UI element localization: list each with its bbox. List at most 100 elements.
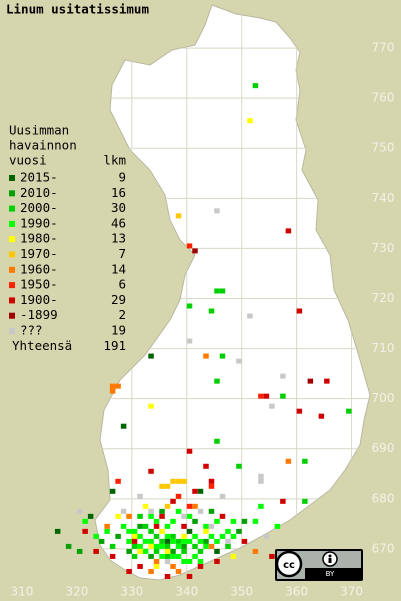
occurrence-square [269,553,275,559]
y-tick-label: 700 [372,391,395,405]
occurrence-square [318,413,325,419]
occurrence-square [186,303,193,309]
occurrence-square [197,508,204,514]
occurrence-square [236,358,242,364]
occurrence-square [285,228,292,234]
legend-label: 1960- [20,261,58,276]
occurrence-square [93,533,99,539]
legend-swatch [9,190,15,197]
legend-count: 9 [118,170,126,185]
badge-bottom [305,568,361,579]
legend-swatch [9,282,15,289]
occurrence-square [214,548,220,554]
occurrence-square [203,463,209,469]
occurrence-square [236,528,242,534]
by-icon-head [328,554,332,558]
occurrence-square [208,523,215,529]
legend-swatch [9,328,15,334]
occurrence-square [203,543,209,549]
occurrence-square [170,518,176,524]
occurrence-square [302,458,308,464]
occurrence-square [192,543,198,549]
cc-icon [275,550,303,578]
y-tick-label: 760 [372,91,395,105]
occurrence-square [219,533,226,539]
occurrence-square [170,553,176,559]
occurrence-square [104,528,110,534]
legend-swatch [9,266,15,273]
occurrence-square [307,378,314,384]
y-tick-label: 740 [372,191,395,205]
occurrence-square [170,563,176,569]
occurrence-square [153,523,160,529]
occurrence-square [186,528,193,534]
occurrence-square [197,558,204,564]
legend-label: 1900- [20,292,58,307]
legend-swatch [9,205,15,212]
occurrence-square [175,213,182,219]
legend-count: 14 [111,261,126,276]
occurrence-square [346,408,352,414]
occurrence-square [164,538,171,544]
occurrence-square [192,503,198,509]
occurrence-square [192,248,198,254]
occurrence-square [170,478,176,484]
occurrence-square [170,548,176,554]
occurrence-square [181,558,187,564]
occurrence-square [109,388,116,394]
occurrence-square [203,528,209,534]
occurrence-square [164,533,171,539]
occurrence-square [109,488,116,494]
occurrence-square [181,478,187,484]
occurrence-square [181,538,187,544]
legend-label: 1950- [20,277,58,292]
by-icon-body [328,558,332,563]
y-tick-label: 770 [372,41,395,55]
occurrence-square [164,523,171,529]
occurrence-square [148,403,154,409]
occurrence-square [153,543,160,549]
x-tick-label: 350 [230,585,253,599]
occurrence-square [164,558,171,564]
occurrence-square [302,498,308,504]
legend-swatch [9,312,15,319]
occurrence-square [109,543,116,549]
occurrence-square [148,538,154,544]
occurrence-square [148,508,154,514]
occurrence-square [186,538,193,544]
occurrence-square [214,558,220,564]
occurrence-square [197,548,204,554]
occurrence-square [159,528,165,534]
occurrence-square [164,503,171,509]
occurrence-square [192,518,198,524]
coordinate-labels: 310 320 330 340 350 360 370 670 680 690 700 710 720 7… [11,41,395,599]
occurrence-square [208,483,215,489]
occurrence-square [159,513,165,519]
legend-count: 46 [111,215,126,230]
occurrence-square [131,538,138,544]
legend-count: 13 [111,231,126,246]
occurrence-square [153,548,160,554]
occurrence-square [148,468,154,474]
legend-count: 16 [111,185,126,200]
occurrence-square [153,518,160,524]
legend-count-heading: lkm [103,153,126,168]
legend-label: 2000- [20,200,58,215]
occurrence-square [214,518,220,524]
x-tick-label: 330 [120,585,143,599]
occurrence-square [219,288,226,294]
occurrence-square [137,513,143,519]
legend-swatch [9,220,15,227]
occurrence-square [181,513,187,519]
occurrence-square [274,523,281,529]
occurrence-square [214,438,220,444]
license-badge: cc BY [275,549,363,581]
occurrence-square [175,543,182,549]
occurrence-square [280,498,286,504]
legend-label: -1899 [20,307,58,322]
x-tick-label: 340 [175,585,198,599]
x-tick-label: 310 [11,585,34,599]
occurrence-square [137,543,143,549]
occurrence-square [197,488,204,494]
